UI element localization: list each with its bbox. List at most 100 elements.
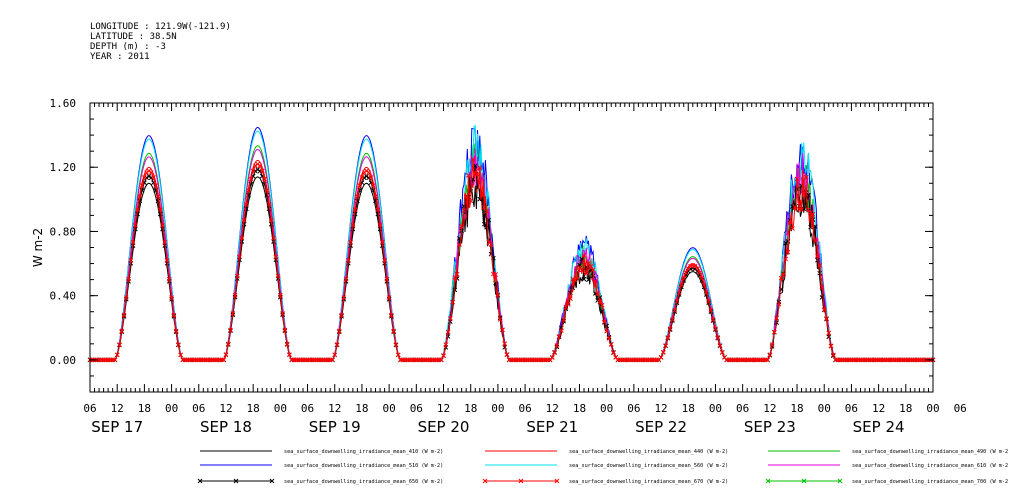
y-tick-label: 0.40 (50, 290, 77, 303)
series-marker (459, 223, 464, 229)
series-marker (355, 194, 360, 199)
series-marker (676, 290, 682, 295)
series-marker (556, 334, 562, 339)
series-marker (767, 352, 773, 358)
series-marker (239, 235, 245, 241)
series-marker (234, 273, 240, 279)
series-marker (389, 312, 394, 318)
series-marker (377, 222, 383, 228)
legend-marker (554, 478, 560, 484)
series-marker (790, 226, 795, 231)
year-label: YEAR : 2011 (90, 52, 150, 62)
series-marker (660, 349, 666, 355)
series-marker (495, 292, 501, 298)
series-marker (121, 312, 127, 318)
series-marker (391, 328, 397, 334)
series-marker (266, 201, 272, 207)
x-day-label: SEP 21 (526, 418, 578, 436)
series-marker (171, 312, 177, 318)
series-marker (445, 334, 451, 339)
x-day-label: SEP 19 (309, 418, 361, 436)
series-marker (280, 311, 285, 316)
series-marker (792, 204, 798, 210)
series-marker (454, 271, 460, 277)
series-marker (826, 334, 832, 340)
series-marker (139, 183, 145, 188)
series-marker (132, 226, 138, 232)
y-tick-label: 0.00 (50, 354, 77, 367)
series-marker (608, 341, 614, 347)
series-marker (586, 261, 591, 266)
series-marker (481, 205, 487, 210)
series-marker (287, 352, 292, 357)
series-marker (273, 254, 279, 260)
series-marker (787, 219, 793, 225)
series-marker (373, 194, 378, 199)
series-marker (386, 295, 392, 300)
y-tick-label: 0.80 (50, 225, 77, 238)
series-markers-7 (87, 156, 936, 363)
legend-label-0: sea_surface_downwelling_irradiance_mean_… (284, 449, 443, 455)
x-hour-tick-label: 00 (709, 402, 722, 415)
x-hour-tick-label: 06 (192, 402, 205, 415)
x-hour-tick-label: 12 (437, 402, 450, 415)
series-marker (706, 298, 712, 304)
legend-label-3: sea_surface_downwelling_irradiance_mean_… (284, 463, 443, 469)
x-hour-tick-label: 06 (736, 402, 749, 415)
x-hour-tick-label: 00 (926, 402, 939, 415)
series-marker (164, 258, 170, 263)
series-marker (232, 292, 238, 298)
series-marker (225, 341, 231, 347)
legend-label-1: sea_surface_downwelling_irradiance_mean_… (569, 449, 728, 455)
series-marker (701, 282, 707, 288)
series-marker (162, 240, 168, 245)
series-marker (565, 302, 571, 307)
series-marker (794, 176, 800, 182)
series-marker (463, 194, 469, 200)
latitude-label: LATITUDE : 38.5N (90, 32, 177, 42)
series-marker (769, 342, 775, 347)
series-marker (375, 207, 381, 213)
x-hour-tick-label: 12 (328, 402, 341, 415)
series-marker (697, 270, 702, 276)
series-marker (153, 183, 159, 188)
x-hour-tick-label: 12 (763, 402, 776, 415)
series-marker (114, 352, 120, 358)
series-marker (717, 343, 723, 348)
series-marker (590, 267, 596, 273)
series-marker (359, 175, 365, 180)
series-marker (142, 175, 147, 180)
x-hour-tick-label: 18 (899, 402, 912, 415)
series-marker (135, 211, 140, 217)
y-axis-label: W m-2 (31, 228, 45, 267)
series-line-7 (90, 159, 933, 361)
series-marker (176, 342, 181, 347)
series-marker (479, 192, 485, 198)
series-marker (604, 323, 610, 329)
series-marker (826, 330, 832, 336)
legend-marker (837, 478, 843, 484)
series-marker (348, 240, 353, 245)
series-marker (604, 328, 610, 334)
series-marker (817, 263, 823, 268)
x-hour-tick-label: 18 (682, 402, 695, 415)
series-marker (271, 235, 276, 241)
x-hour-tick-label: 06 (83, 402, 96, 415)
series-marker (561, 317, 566, 323)
x-hour-tick-label: 18 (790, 402, 803, 415)
series-line-4 (90, 124, 933, 361)
series-marker (681, 275, 687, 281)
series-marker (502, 344, 508, 350)
x-hour-tick-label: 00 (165, 402, 178, 415)
series-marker (157, 207, 163, 213)
series-marker (173, 328, 179, 334)
series-marker (477, 165, 483, 170)
x-hour-tick-label: 06 (301, 402, 314, 415)
series-marker (699, 275, 705, 281)
x-hour-tick-label: 06 (410, 402, 423, 415)
series-marker (781, 272, 786, 278)
series-marker (592, 278, 598, 284)
series-marker (554, 343, 560, 348)
legend-label-4: sea_surface_downwelling_irradiance_mean_… (569, 463, 728, 469)
series-marker (160, 222, 165, 228)
